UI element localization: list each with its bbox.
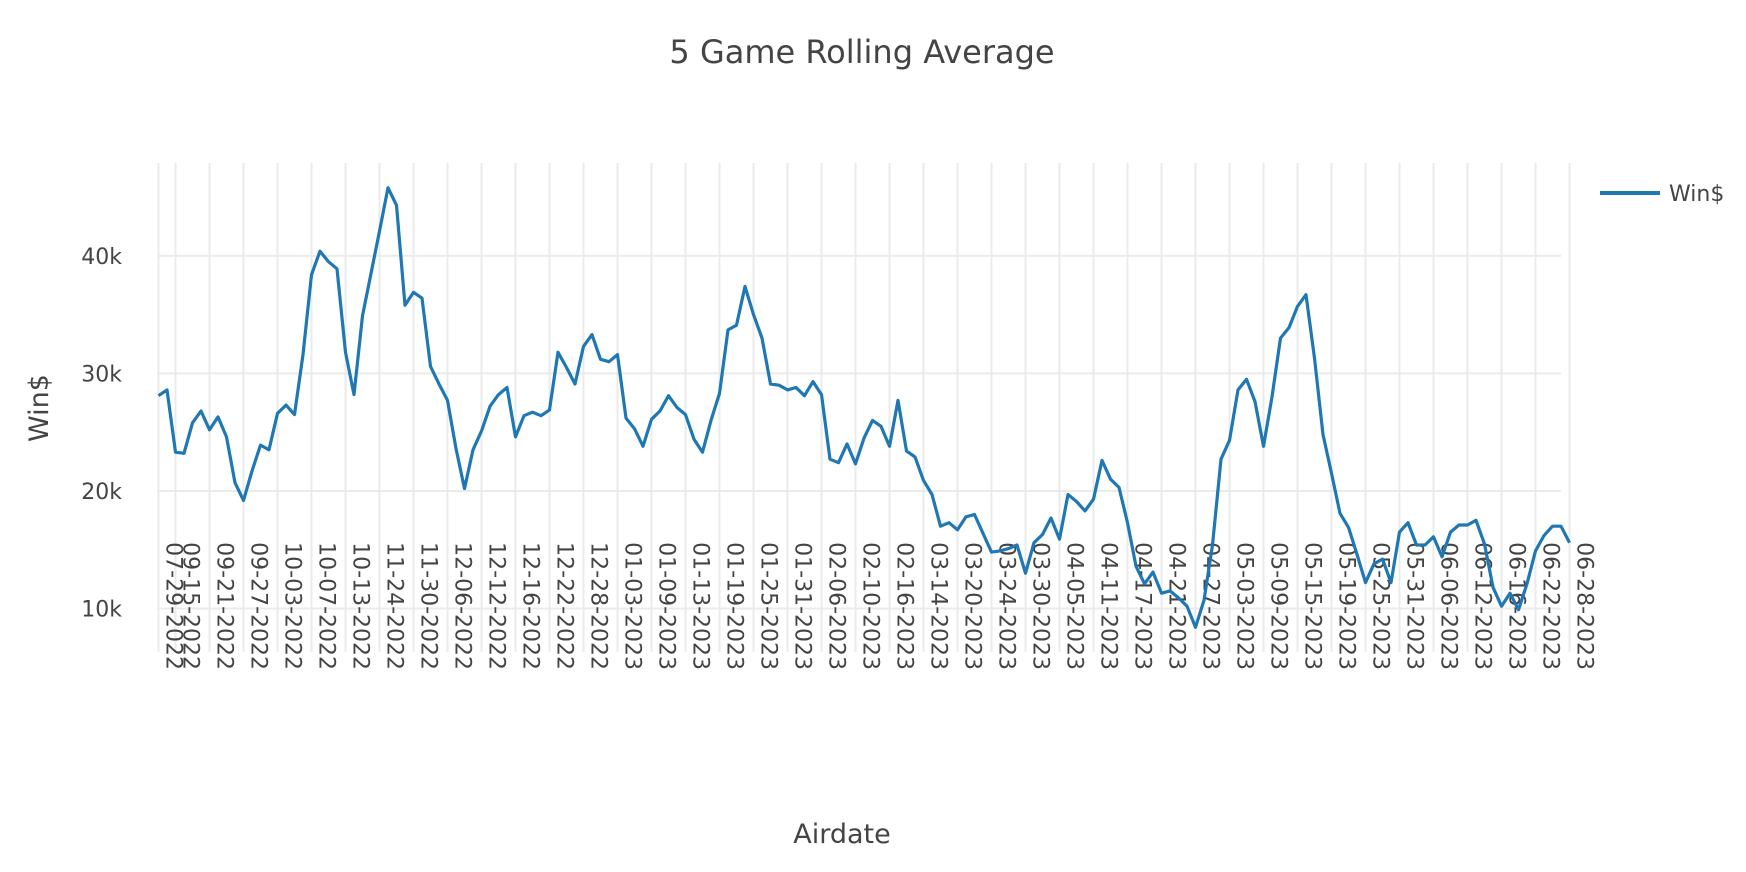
x-tick-label: 05-25-2023: [1368, 542, 1393, 670]
x-tick-label: 01-31-2023: [790, 542, 815, 670]
x-tick-label: 06-06-2023: [1436, 542, 1461, 670]
x-tick-label: 05-03-2023: [1232, 542, 1257, 670]
x-tick-label: 01-25-2023: [756, 542, 781, 670]
x-tick-label: 01-09-2023: [654, 542, 679, 670]
y-axis-ticks: 10k 20k 30k 40k: [81, 245, 122, 623]
x-tick-label: 09-21-2022: [212, 542, 237, 670]
legend[interactable]: Win$: [1600, 182, 1724, 207]
x-tick-label: 06-28-2023: [1572, 542, 1597, 670]
x-tick-label: 01-13-2023: [688, 542, 713, 670]
x-tick-label: 04-21-2023: [1164, 542, 1189, 670]
x-tick-label: 04-17-2023: [1130, 542, 1155, 670]
x-tick-label: 12-28-2022: [586, 542, 611, 670]
x-tick-label: 05-09-2023: [1266, 542, 1291, 670]
x-tick-label: 01-19-2023: [722, 542, 747, 670]
chart-title: 5 Game Rolling Average: [669, 33, 1054, 71]
x-tick-label: 10-13-2022: [348, 542, 373, 670]
x-tick-label: 04-05-2023: [1062, 542, 1087, 670]
x-tick-label: 09-15-2022: [178, 542, 203, 670]
x-tick-label: 05-19-2023: [1334, 542, 1359, 670]
y-tick-label: 40k: [81, 245, 122, 270]
x-tick-label: 05-15-2023: [1300, 542, 1325, 670]
x-tick-label: 11-30-2022: [416, 542, 441, 670]
series-layer: [157, 186, 1571, 629]
series-line-win[interactable]: [157, 186, 1571, 629]
x-tick-label: 12-12-2022: [484, 542, 509, 670]
x-tick-label: 11-24-2022: [382, 542, 407, 670]
y-tick-label: 20k: [81, 480, 122, 505]
x-axis-title: Airdate: [793, 819, 890, 850]
x-tick-label: 07-29-2022: [161, 542, 186, 670]
x-tick-label: 09-27-2022: [246, 542, 271, 670]
x-tick-label: 12-22-2022: [552, 542, 577, 670]
x-tick-label: 06-22-2023: [1538, 542, 1563, 670]
y-tick-label: 10k: [81, 598, 122, 623]
x-tick-label: 03-14-2023: [926, 542, 951, 670]
legend-label-win: Win$: [1669, 182, 1724, 207]
horizontal-gridlines: [157, 254, 1561, 610]
y-axis-title: Win$: [24, 374, 55, 442]
x-tick-label: 12-16-2022: [518, 542, 543, 670]
x-tick-label: 03-20-2023: [960, 542, 985, 670]
x-tick-label: 10-07-2022: [314, 542, 339, 670]
x-tick-label: 02-16-2023: [892, 542, 917, 670]
y-tick-label: 30k: [81, 362, 122, 387]
x-tick-label: 04-11-2023: [1096, 542, 1121, 670]
x-tick-label: 01-03-2023: [620, 542, 645, 670]
x-tick-label: 06-12-2023: [1470, 542, 1495, 670]
x-tick-label: 03-30-2023: [1028, 542, 1053, 670]
x-tick-label: 02-06-2023: [824, 542, 849, 670]
x-tick-label: 10-03-2022: [280, 542, 305, 670]
x-tick-label: 03-24-2023: [994, 542, 1019, 670]
x-tick-label: 12-06-2022: [450, 542, 475, 670]
x-tick-label: 02-10-2023: [858, 542, 883, 670]
x-tick-label: 05-31-2023: [1402, 542, 1427, 670]
